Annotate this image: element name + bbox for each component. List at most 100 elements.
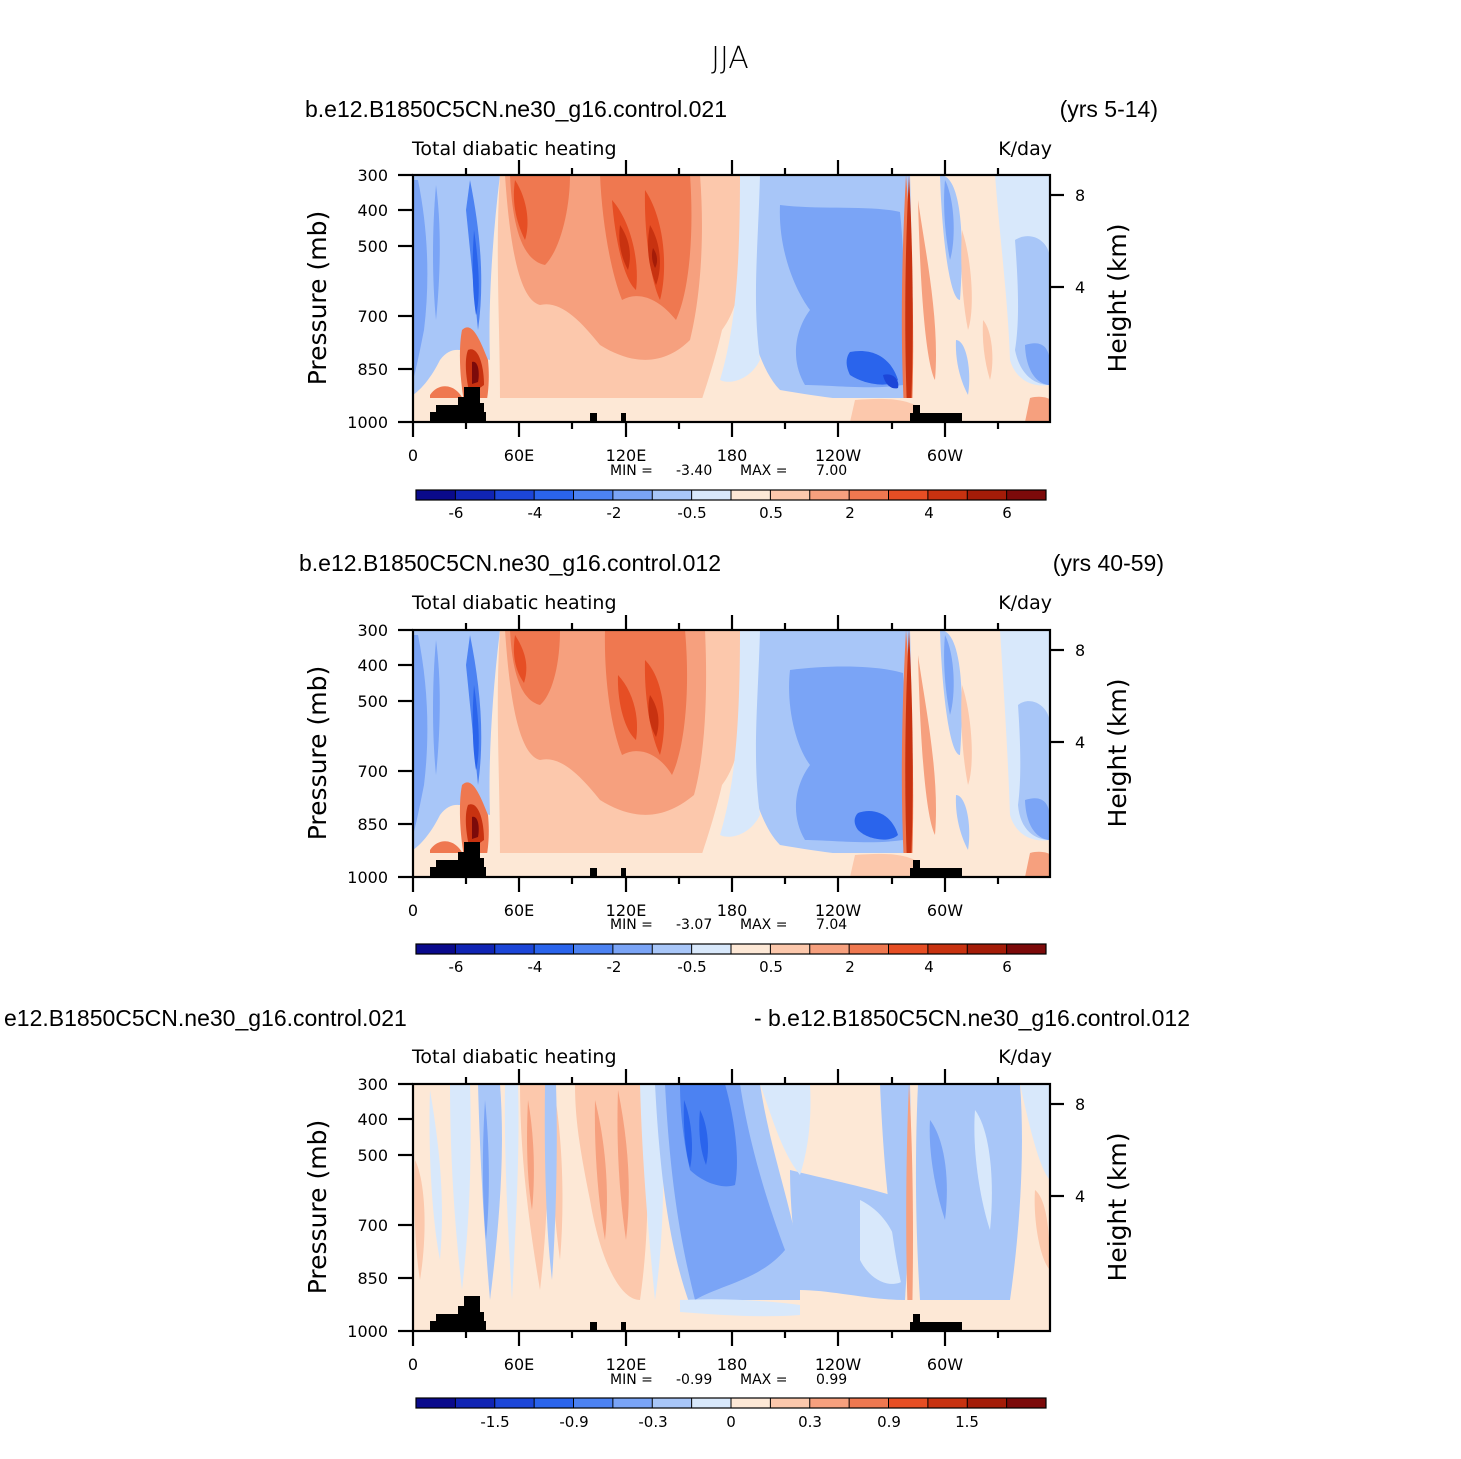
max-label: MAX = [740, 1372, 787, 1388]
lon-tick-label: 60E [504, 446, 534, 465]
colorbar-swatch [967, 944, 1008, 954]
colorbar-label: 0.5 [759, 504, 783, 522]
colorbar-swatch [967, 490, 1008, 500]
colorbar-label: 1.5 [955, 1413, 979, 1431]
colorbar-label: -0.5 [677, 504, 706, 522]
pressure-tick-label: 300 [357, 166, 388, 185]
field-title: Total diabatic heating [411, 138, 617, 160]
colorbar-swatch [731, 1398, 771, 1408]
lon-tick-label: 0 [408, 1355, 418, 1374]
red-region-17 [918, 200, 937, 380]
blue-region-pacific-5 [699, 1110, 708, 1165]
min-label: MIN = [610, 1372, 653, 1388]
colorbar [415, 489, 1047, 501]
contour-field [413, 630, 1050, 877]
red-region-15 [918, 655, 937, 835]
colorbar-label: -6 [449, 504, 464, 522]
topography [910, 405, 962, 422]
blue-region-americas-2 [944, 635, 954, 715]
colorbar-swatch [849, 1398, 889, 1408]
pressure-tick-label: 500 [357, 237, 388, 256]
height-tick-label: 4 [1075, 733, 1085, 752]
y-axis-label: Pressure (mb) [303, 1120, 332, 1294]
blue-region-atlantic-3 [1025, 798, 1050, 840]
blue-region-pacific-4 [683, 1100, 692, 1168]
blue-region-west-1 [429, 1090, 442, 1260]
lon-tick-label: 120W [815, 446, 862, 465]
pressure-tick-label: 850 [357, 1269, 388, 1288]
colorbar-swatch [416, 490, 456, 500]
y-axis-right-label: Height (km) [1103, 1133, 1132, 1282]
red-region-5 [513, 635, 527, 683]
colorbar-swatch [416, 944, 456, 954]
red-region-16 [905, 175, 913, 410]
red-region-5 [575, 1084, 648, 1300]
units-label: K/day [998, 1046, 1052, 1068]
min-value: -3.07 [676, 917, 712, 933]
colorbar-swatch [731, 944, 771, 954]
blue-region-pacific-5 [720, 175, 760, 382]
red-region-1 [414, 1160, 425, 1280]
colorbar-label: 2 [845, 504, 855, 522]
height-tick-label: 4 [1075, 1187, 1085, 1206]
red-region-11 [472, 816, 479, 839]
min-label: MIN = [610, 463, 653, 479]
years-label: - b.e12.B1850C5CN.ne30_g16.control.012 [754, 1005, 1190, 1031]
blue-streak-west-1 [433, 185, 440, 320]
colorbar-swatch [652, 1398, 693, 1408]
colorbar-swatch [494, 944, 535, 954]
min-value: -0.99 [676, 1372, 712, 1388]
red-region-14 [905, 630, 913, 865]
pressure-tick-label: 700 [357, 762, 388, 781]
run-name: b.e12.B1850C5CN.ne30_g16.control.012 [299, 550, 721, 576]
topography [621, 868, 626, 877]
colorbar-frame [415, 1397, 1047, 1409]
red-region-8 [619, 225, 630, 270]
colorbar-swatch [1006, 1398, 1047, 1408]
height-tick-label: 8 [1075, 186, 1085, 205]
colorbar-swatch [927, 1398, 968, 1408]
colorbar-swatch [967, 1398, 1008, 1408]
colorbar-swatch [691, 1398, 732, 1408]
colorbar-label: -0.5 [677, 958, 706, 976]
colorbar-swatch [927, 490, 968, 500]
panel-1: b.e12.B1850C5CN.ne30_g16.control.021 (yr… [303, 96, 1158, 522]
red-region-3 [527, 1100, 534, 1210]
blue-region-americas-1 [915, 1084, 1022, 1300]
height-tick-label: 8 [1075, 1095, 1085, 1114]
blue-region-pacific-3 [854, 811, 898, 840]
blue-streak-west-2 [472, 685, 479, 770]
blue-region-atlantic-4 [955, 340, 970, 395]
colorbar-frame [415, 943, 1047, 955]
topography [590, 413, 597, 422]
blue-region-pacific-9 [880, 1084, 911, 1300]
topography [910, 1314, 962, 1331]
colorbar-label: -2 [607, 958, 622, 976]
topography [621, 1322, 626, 1331]
pressure-tick-label: 300 [357, 621, 388, 640]
blue-core-west-1 [413, 635, 428, 835]
colorbar-swatch [888, 490, 929, 500]
red-region-7 [617, 1090, 629, 1240]
colorbar [415, 943, 1047, 955]
topography [430, 1296, 486, 1331]
colorbar-swatch [1006, 490, 1047, 500]
colorbar-label: 0 [726, 1413, 736, 1431]
blue-region-pacific-2 [789, 666, 906, 843]
blue-region-surface [680, 1299, 800, 1317]
colorbar-swatch [770, 1398, 811, 1408]
axis-ticks [398, 160, 1064, 437]
colorbar-frame [415, 489, 1047, 501]
field-title: Total diabatic heating [411, 592, 617, 614]
pressure-tick-label: 700 [357, 307, 388, 326]
lon-tick-label: 0 [408, 446, 418, 465]
colorbar-label: 0.5 [759, 958, 783, 976]
colorbar-swatch [534, 490, 574, 500]
colorbar-label: 2 [845, 958, 855, 976]
red-region-8 [648, 695, 659, 737]
pressure-tick-label: 500 [357, 1146, 388, 1165]
blue-region-americas-2 [929, 1120, 947, 1220]
blue-streak-west-1 [433, 640, 440, 775]
colorbar-swatch [455, 1398, 496, 1408]
red-region-21 [850, 398, 915, 422]
